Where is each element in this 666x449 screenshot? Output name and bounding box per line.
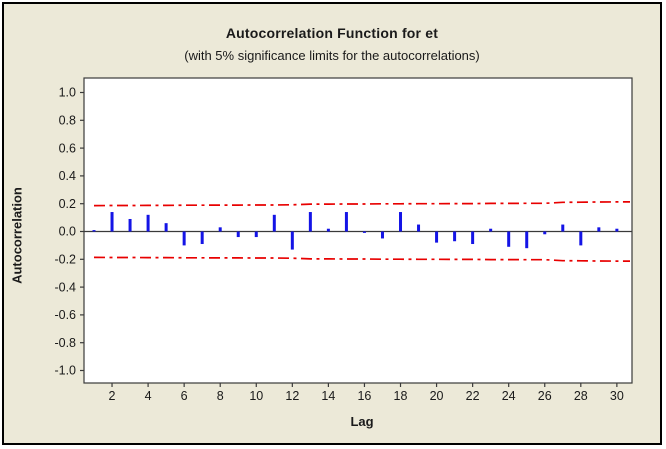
x-tick-label: 26	[538, 389, 552, 403]
acf-bar-lag-28	[579, 231, 583, 246]
x-tick-label: 24	[502, 389, 516, 403]
x-tick-label: 22	[466, 389, 480, 403]
x-tick-label: 14	[321, 389, 335, 403]
upper-significance-limit-line	[93, 201, 630, 207]
acf-bar-lag-1	[92, 230, 96, 232]
acf-bar-lag-17	[380, 231, 384, 239]
acf-bar-lag-8	[218, 227, 222, 232]
acf-bar-lag-10	[254, 231, 258, 238]
x-tick-label: 2	[109, 389, 116, 403]
acf-bar-lag-25	[525, 231, 529, 249]
x-tick-label: 12	[285, 389, 299, 403]
acf-bar-lag-18	[399, 212, 403, 232]
x-tick-label: 6	[181, 389, 188, 403]
y-tick-label: -0.2	[54, 253, 76, 267]
y-tick-label: 0.0	[59, 225, 76, 239]
x-tick-label: 16	[357, 389, 371, 403]
acf-bar-lag-23	[489, 228, 493, 232]
acf-bar-lag-5	[164, 223, 168, 232]
acf-bar-lag-12	[290, 231, 294, 250]
x-tick-label: 4	[145, 389, 152, 403]
acf-bar-lag-24	[507, 231, 511, 247]
acf-bar-lag-29	[597, 227, 601, 232]
x-tick-label: 8	[217, 389, 224, 403]
acf-bar-lag-30	[615, 228, 619, 232]
lower-significance-limit-line	[93, 256, 630, 262]
acf-bar-lag-14	[326, 228, 330, 232]
acf-bar-lag-13	[308, 212, 312, 232]
y-tick-label: -1.0	[54, 364, 76, 378]
acf-bar-lag-15	[344, 212, 348, 232]
y-tick-label: -0.4	[54, 280, 76, 294]
y-tick-label: 0.6	[59, 141, 76, 155]
acf-bar-lag-11	[272, 214, 276, 232]
acf-bar-lag-27	[561, 224, 565, 232]
y-tick-label: 0.4	[59, 169, 76, 183]
y-tick-label: 0.2	[59, 197, 76, 211]
acf-bar-lag-6	[182, 231, 186, 246]
x-tick-label: 20	[430, 389, 444, 403]
acf-bar-lag-2	[110, 212, 114, 232]
y-tick-label: -0.8	[54, 336, 76, 350]
chart-title: Autocorrelation Function for et	[225, 25, 439, 41]
acf-bar-lag-20	[435, 231, 439, 243]
acf-bar-lag-4	[146, 214, 150, 232]
x-tick-label: 28	[574, 389, 588, 403]
acf-bar-lag-3	[128, 218, 132, 232]
acf-bar-lag-16	[362, 231, 366, 233]
plot-frame	[83, 77, 633, 384]
acf-bar-lag-22	[471, 231, 475, 245]
y-tick-label: 0.8	[59, 114, 76, 128]
y-tick-label: 1.0	[59, 86, 76, 100]
y-tick-label: -0.6	[54, 308, 76, 322]
acf-bar-lag-19	[417, 224, 421, 232]
x-tick-label: 18	[394, 389, 408, 403]
acf-bar-lag-7	[200, 231, 204, 245]
x-tick-label: 30	[610, 389, 624, 403]
acf-bar-lag-26	[543, 231, 547, 235]
x-tick-label: 10	[249, 389, 263, 403]
acf-bar-lag-9	[236, 231, 240, 238]
acf-bar-lag-21	[453, 231, 457, 242]
chart-subtitle: (with 5% significance limits for the aut…	[184, 48, 480, 63]
x-axis-title: Lag	[350, 414, 374, 429]
